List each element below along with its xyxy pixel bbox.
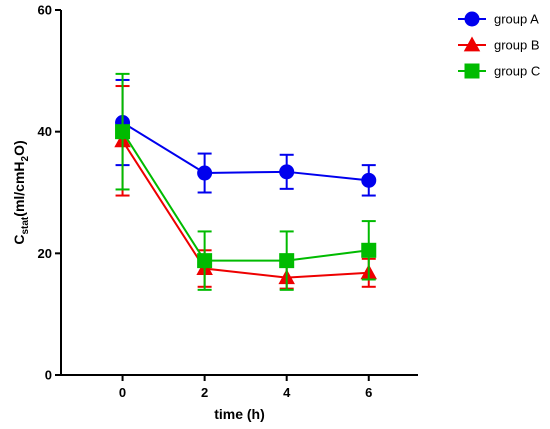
legend-label: group B — [494, 38, 540, 53]
y-axis-title: Cstat(ml/cmH2O) — [11, 140, 31, 244]
series-line — [122, 121, 369, 182]
y-axis-title-subscript: stat — [20, 216, 31, 234]
legend-label: group A — [494, 12, 539, 27]
x-tick-label: 2 — [201, 385, 208, 400]
y-axis-title-subscript-2: 2 — [20, 155, 31, 161]
legend-marker — [464, 63, 480, 79]
x-tick-label: 4 — [283, 385, 291, 400]
data-point — [115, 124, 131, 140]
y-tick-label: 20 — [38, 246, 52, 261]
legend-item: group C — [458, 63, 540, 79]
y-tick-label: 0 — [45, 368, 52, 383]
data-point — [279, 253, 295, 269]
data-point — [197, 165, 213, 181]
chart-axes: 0 20 40 60 0 2 4 6 — [38, 3, 418, 400]
series-layer — [114, 72, 378, 291]
series-group-c — [115, 72, 377, 291]
data-point — [197, 253, 213, 269]
y-axis-title-main: C — [11, 235, 27, 245]
series-group-b — [114, 85, 378, 290]
chart-legend: group A group B group C — [458, 11, 540, 79]
legend-label: group C — [494, 64, 540, 79]
data-point — [279, 164, 295, 180]
series-group-a — [115, 78, 377, 197]
x-axis-title: time (h) — [214, 406, 265, 422]
y-tick-label: 60 — [38, 3, 52, 18]
y-axis-title-end: O) — [11, 140, 27, 156]
data-point — [361, 242, 377, 258]
legend-item: group B — [458, 36, 540, 53]
x-tick-label: 6 — [365, 385, 372, 400]
legend-marker — [463, 36, 481, 52]
legend-marker — [464, 11, 480, 27]
series-line — [121, 131, 369, 262]
x-tick-label: 0 — [119, 385, 126, 400]
series-line — [121, 140, 369, 279]
y-axis-title-rest: (ml/cmH — [11, 161, 27, 216]
legend-item: group A — [458, 11, 539, 27]
data-point — [361, 172, 377, 188]
y-tick-label: 40 — [38, 124, 52, 139]
